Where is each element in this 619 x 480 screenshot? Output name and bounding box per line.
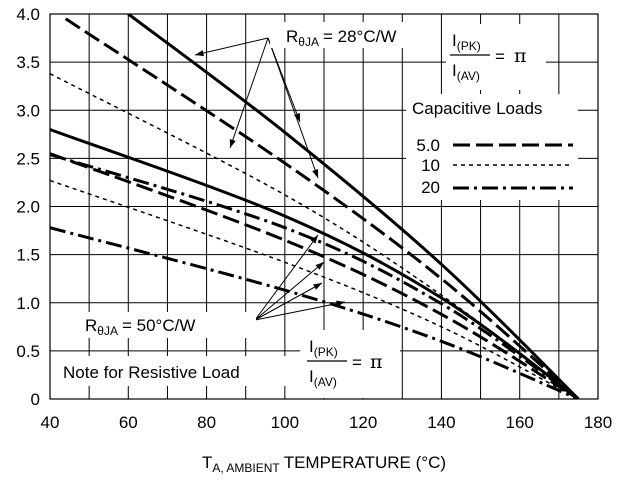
series-line-solid (50, 128, 580, 399)
x-tick-label: 180 (584, 413, 612, 432)
arrow-head (315, 262, 324, 270)
leader-line (254, 282, 323, 321)
arrow-head (229, 139, 236, 148)
leader-line (254, 261, 325, 321)
annotation-arrows (194, 37, 346, 321)
arrow-head (336, 300, 345, 307)
series-line-dash (64, 17, 580, 399)
y-tick-label: 2.5 (16, 149, 40, 168)
arrow-head (195, 50, 204, 57)
legend-label-5: 5.0 (416, 136, 440, 155)
y-tick-label: 4.0 (16, 5, 40, 24)
leader-line (194, 37, 269, 56)
series-line-solid (127, 14, 580, 399)
legend-label-20: 20 (421, 178, 440, 197)
series-line-dashdot (50, 226, 579, 399)
rthja-50-label: RθJA = 50°C/W (80, 312, 256, 338)
x-tick-label: 140 (427, 413, 455, 432)
x-tick-label: 160 (506, 413, 534, 432)
legend-title: Capacitive Loads (412, 99, 542, 118)
svg-text:I(AV): I(AV) (309, 367, 337, 389)
svg-text:π: π (514, 45, 527, 67)
y-tick-label: 3.5 (16, 53, 40, 72)
svg-text:RθJA= 50°C/W: RθJA = 50°C/W (85, 316, 195, 338)
rthja-28-label: RθJA = 28°C/W (270, 22, 435, 49)
svg-text:π: π (370, 351, 383, 373)
legend-label-10: 10 (421, 156, 440, 175)
svg-text:=: = (495, 47, 505, 66)
x-tick-label: 100 (271, 413, 299, 432)
y-tick-label: 0 (31, 390, 40, 409)
svg-text:=: = (352, 353, 362, 372)
series-line-dash (50, 152, 580, 399)
resistive-note: Note for Resistive Load (56, 356, 286, 386)
x-tick-label: 40 (41, 413, 60, 432)
leader-line (267, 37, 319, 179)
arrow-head (313, 283, 322, 290)
legend: Capacitive Loads 5.0 10 20 (406, 94, 578, 200)
ratio-top: I(PK) I(AV) = π (446, 24, 546, 90)
plot-frame (49, 13, 599, 400)
x-tick-label: 60 (119, 413, 138, 432)
note-text: Note for Resistive Load (63, 363, 240, 382)
ratio-bottom: I(PK) I(AV) = π (300, 330, 400, 398)
svg-text:I(PK): I(PK) (452, 31, 481, 53)
tick-labels: 40 60 80 100 120 140 160 180 0 0.5 1.0 1.5 2.0 2.5 3.0… (16, 5, 612, 432)
arrow-head (310, 235, 318, 244)
x-tick-label: 120 (349, 413, 377, 432)
svg-text:I(AV): I(AV) (452, 61, 480, 83)
arrow-head (312, 169, 319, 178)
series-group (50, 14, 580, 399)
y-tick-label: 3.0 (16, 101, 40, 120)
y-tick-label: 2.0 (16, 198, 40, 217)
y-tick-label: 1.0 (16, 294, 40, 313)
leader-line (229, 37, 269, 149)
x-tick-label: 80 (197, 413, 216, 432)
series-line-dot (50, 179, 579, 399)
svg-text:I(PK): I(PK) (309, 337, 338, 359)
leader-line (254, 234, 319, 321)
series-line-dashdot (50, 153, 580, 399)
y-tick-label: 1.5 (16, 246, 40, 265)
leader-line (254, 301, 346, 321)
y-tick-label: 0.5 (16, 342, 40, 361)
svg-text:RθJA= 28°C/W: RθJA = 28°C/W (286, 27, 396, 49)
x-axis-label: TA, AMBIENT TEMPERATURE (°C) (202, 453, 446, 475)
